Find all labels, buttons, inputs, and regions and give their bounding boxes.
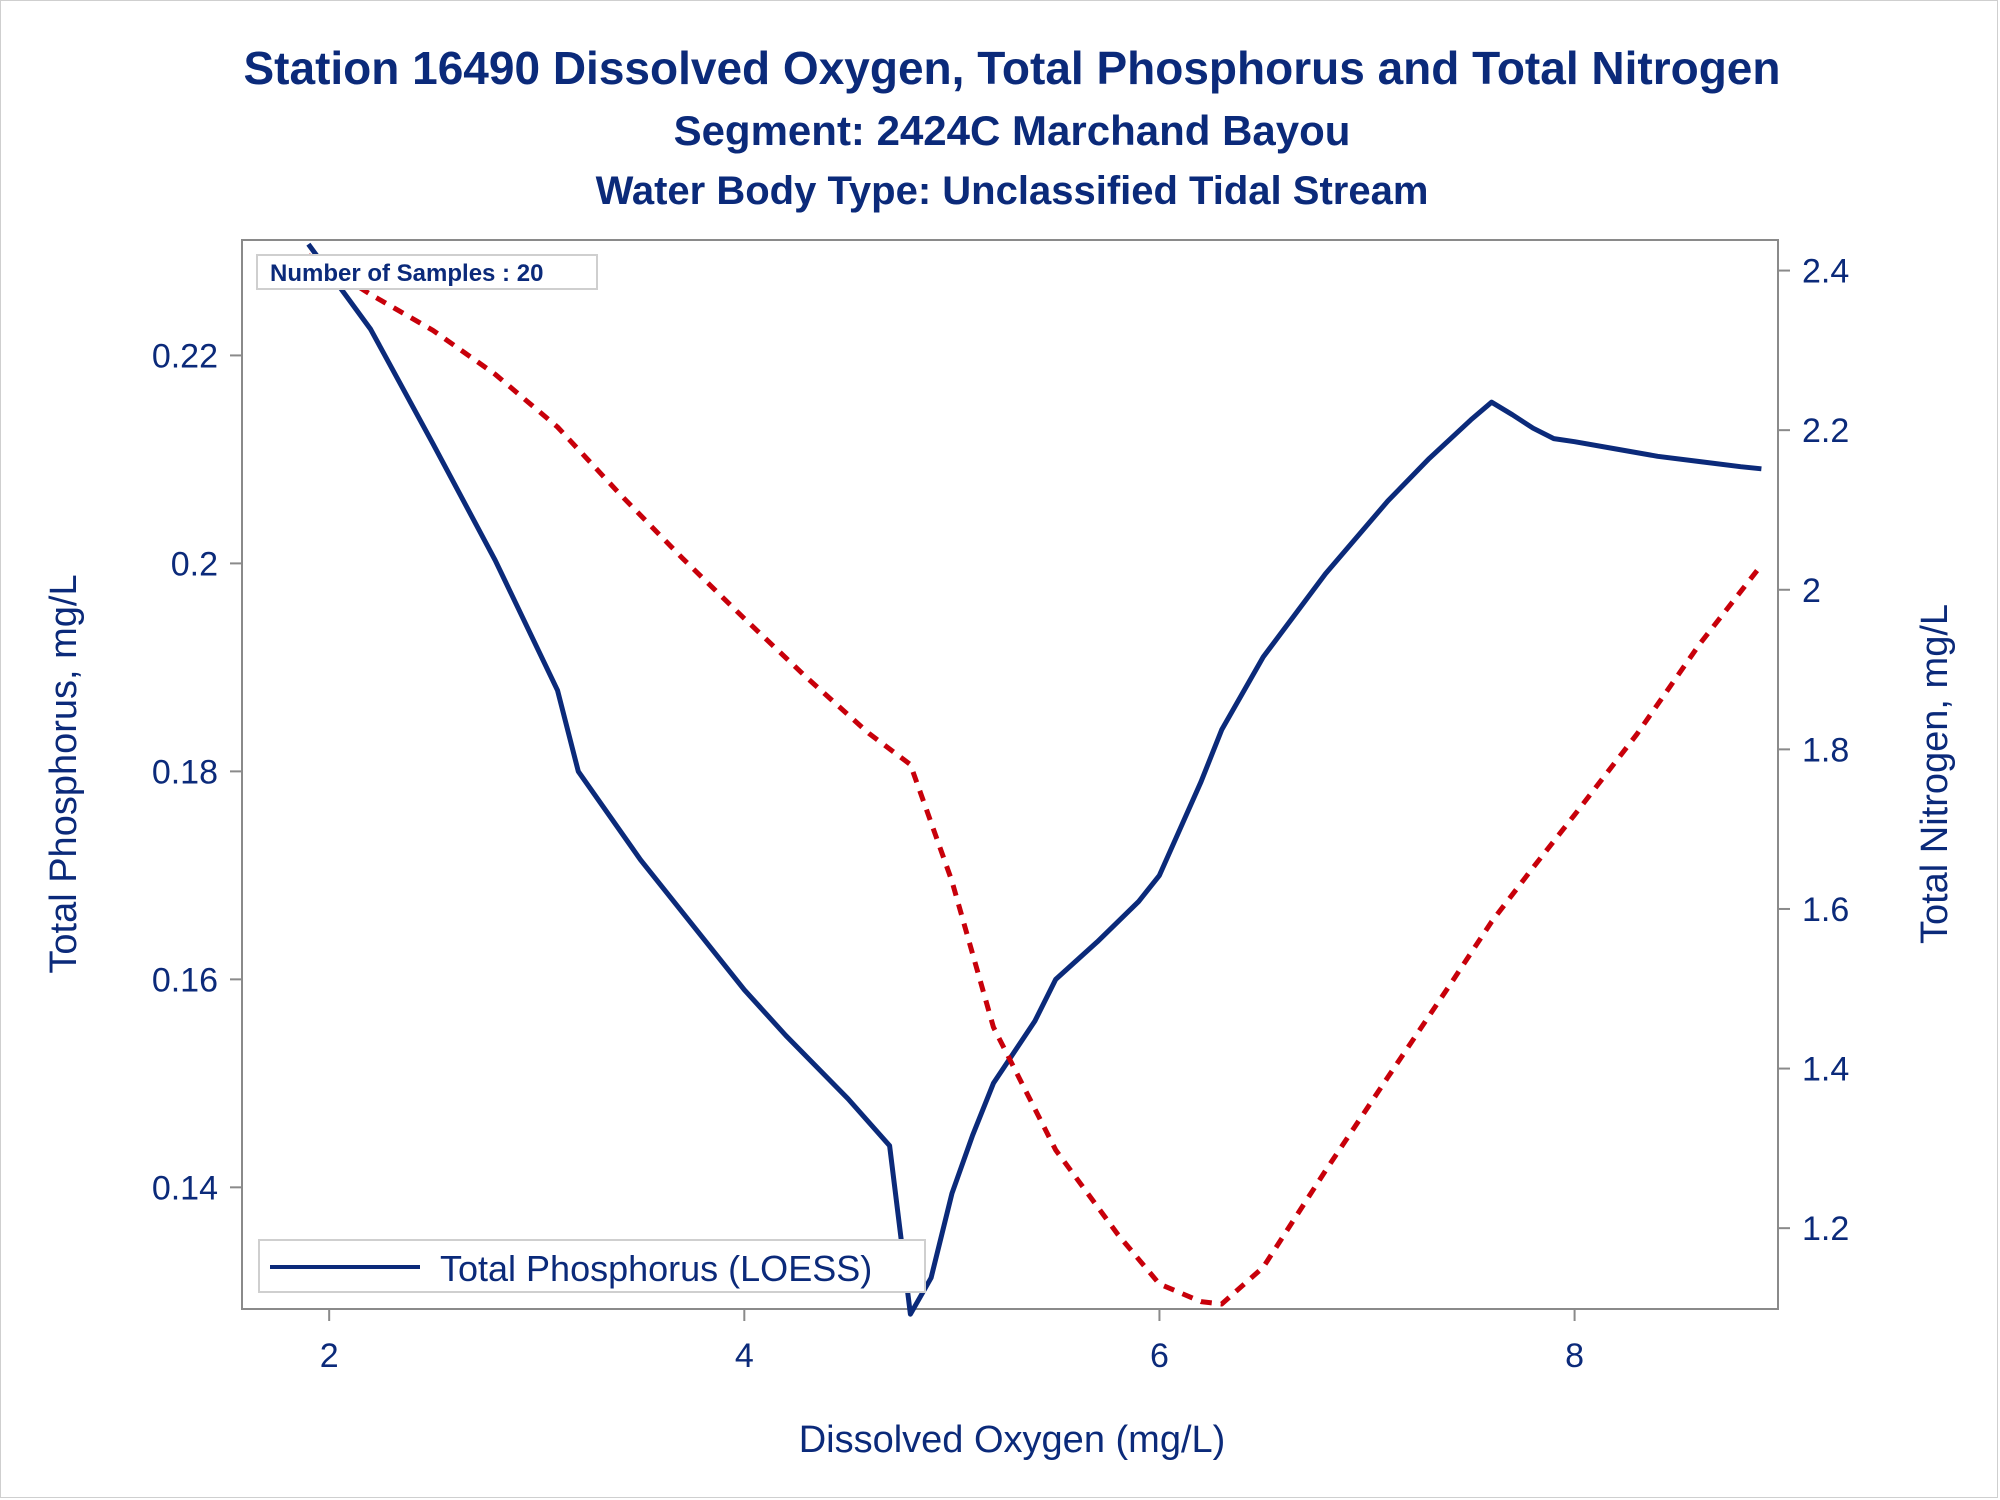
y-left-tick-label: 0.16 [152, 961, 218, 999]
annotation-box [256, 254, 598, 290]
series-line-total-nitrogen [307, 253, 1764, 1307]
y-axis-left-label: Total Phosphorus, mg/L [43, 574, 85, 973]
x-tick-label: 2 [320, 1337, 339, 1375]
legend-entry-total-phosphorus: Total Phosphorus (LOESS) [440, 1248, 872, 1289]
series-layer [306, 242, 1764, 1317]
y-left-tick-label: 0.14 [152, 1169, 218, 1207]
y-left-tick-label: 0.22 [152, 337, 218, 375]
sample-count-annotation: Number of Samples : 20 [256, 254, 598, 290]
legend: Total Phosphorus (LOESS) [258, 1239, 926, 1293]
chart-title: Station 16490 Dissolved Oxygen, Total Ph… [243, 42, 1780, 94]
y-right-tick-label: 1.6 [1802, 891, 1849, 929]
x-tick-label: 4 [735, 1337, 754, 1375]
chart-subtitle: Segment: 2424C Marchand Bayou [674, 107, 1351, 154]
y-right-tick-label: 1.4 [1802, 1051, 1849, 1089]
x-tick-label: 6 [1150, 1337, 1169, 1375]
y-axis-left: 0.14 0.16 0.18 0.2 0.22 [152, 337, 242, 1207]
y-left-tick-label: 0.18 [152, 753, 218, 791]
annotation-text: Number of Samples : 20 [270, 260, 543, 287]
y-axis-right: 1.2 1.4 1.6 1.8 2 2.2 2.4 [1778, 253, 1849, 1248]
y-right-tick-label: 2 [1802, 572, 1821, 610]
y-right-tick-label: 2.4 [1802, 253, 1849, 291]
y-right-tick-label: 1.2 [1802, 1210, 1849, 1248]
chart-subtitle-2: Water Body Type: Unclassified Tidal Stre… [596, 169, 1429, 213]
x-axis: 2 4 6 8 [320, 1309, 1584, 1375]
y-right-tick-label: 1.8 [1802, 731, 1849, 769]
y-axis-right-label: Total Nitrogen, mg/L [1914, 604, 1956, 944]
series-line-total-phosphorus [306, 242, 1762, 1317]
x-axis-label: Dissolved Oxygen (mg/L) [799, 1419, 1226, 1461]
y-left-tick-label: 0.2 [171, 545, 218, 583]
plot-area [241, 239, 1779, 1310]
x-tick-label: 8 [1565, 1337, 1584, 1375]
y-right-tick-label: 2.2 [1802, 412, 1849, 450]
